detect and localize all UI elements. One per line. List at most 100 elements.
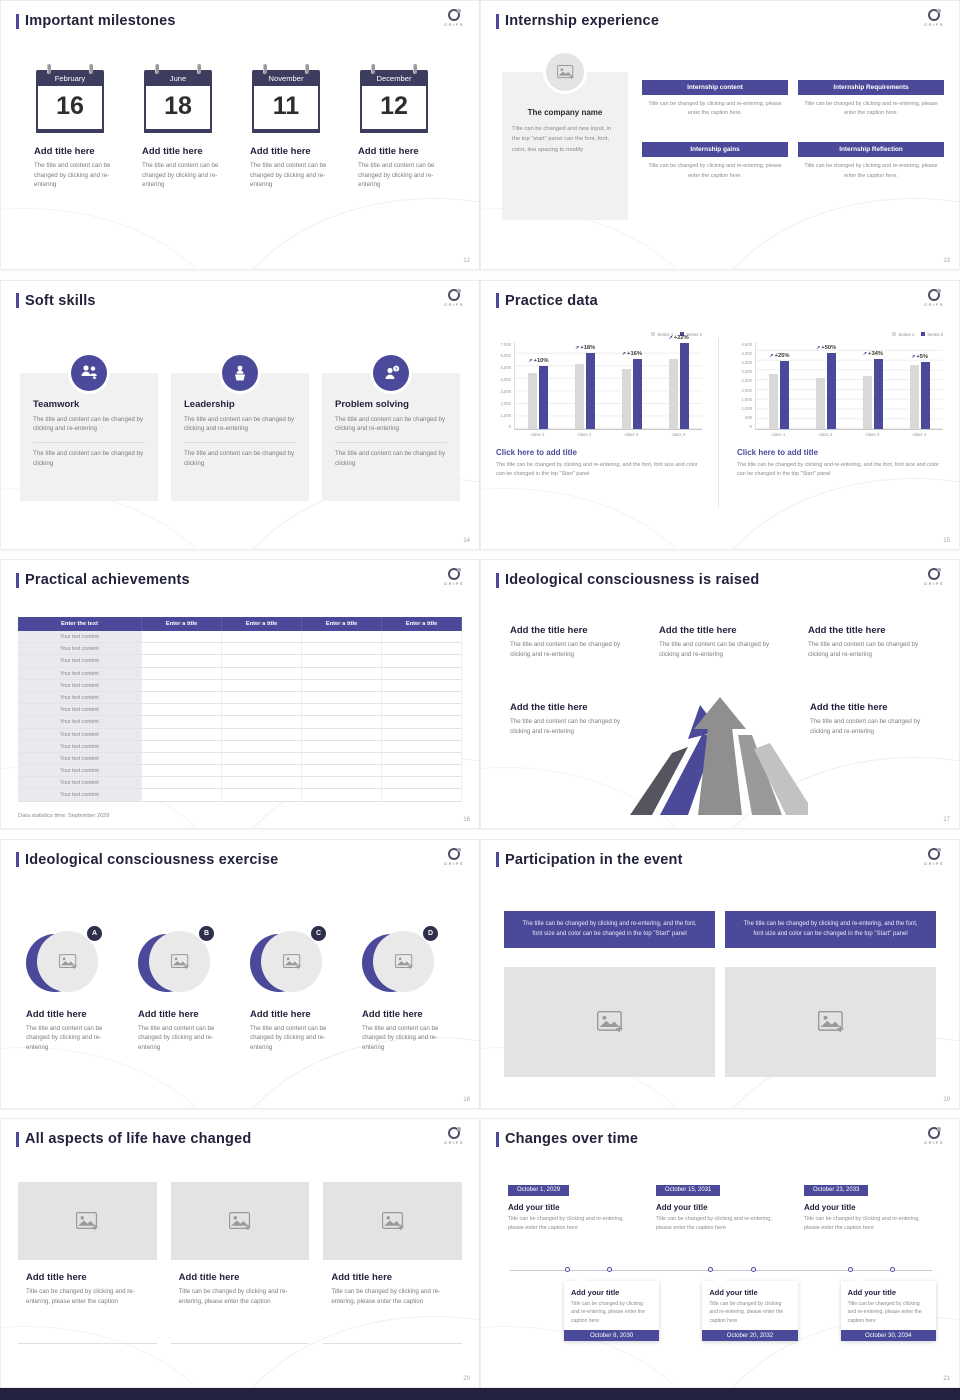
- note-box[interactable]: The title can be changed by clicking and…: [504, 910, 715, 948]
- note-box[interactable]: The title can be changed by clicking and…: [725, 910, 936, 948]
- internship-box[interactable]: Internship Reflection Title can be chang…: [798, 142, 944, 180]
- table-cell[interactable]: [302, 643, 382, 656]
- slide-life-changed[interactable]: All aspects of life have changed GRIPS A…: [0, 1118, 480, 1388]
- table-cell[interactable]: [142, 655, 222, 668]
- table-cell[interactable]: [302, 716, 382, 729]
- table-cell[interactable]: [302, 765, 382, 778]
- row-label-cell[interactable]: Your text content: [18, 655, 142, 668]
- table-header-cell[interactable]: Enter a title: [302, 617, 382, 631]
- table-cell[interactable]: [142, 704, 222, 717]
- table-cell[interactable]: [302, 667, 382, 680]
- table-cell[interactable]: [142, 679, 222, 692]
- table-cell[interactable]: [222, 765, 302, 778]
- milestone-card[interactable]: February 16 Add title here The title and…: [34, 64, 128, 190]
- table-row[interactable]: Your text content: [18, 752, 462, 766]
- table-cell[interactable]: [222, 631, 302, 644]
- life-card[interactable]: Add title here Title can be changed by c…: [18, 1182, 157, 1344]
- table-cell[interactable]: [142, 752, 222, 766]
- table-cell[interactable]: [142, 643, 222, 656]
- slide-soft-skills[interactable]: Soft skills GRIPS Teamwork The title and…: [0, 279, 480, 550]
- chart-title-link[interactable]: Click here to add title: [496, 448, 577, 457]
- table-cell[interactable]: [142, 789, 222, 802]
- table-cell[interactable]: [382, 752, 462, 766]
- company-card[interactable]: The company name Title can be changed an…: [502, 50, 628, 220]
- timeline-item[interactable]: Add your title Title can be changed by c…: [564, 1281, 660, 1342]
- table-row[interactable]: Your text content: [18, 728, 462, 741]
- table-cell[interactable]: [142, 691, 222, 705]
- row-label-cell[interactable]: Your text content: [18, 728, 142, 741]
- table-cell[interactable]: [382, 643, 462, 656]
- exercise-item[interactable]: B Add title here The title and content c…: [138, 925, 234, 1053]
- milestone-card[interactable]: November 11 Add title here The title and…: [250, 64, 344, 190]
- table-row[interactable]: Your text content: [18, 631, 462, 644]
- table-cell[interactable]: [142, 777, 222, 790]
- image-placeholder[interactable]: [504, 966, 715, 1077]
- life-card[interactable]: Add title here Title can be changed by c…: [323, 1182, 463, 1344]
- table-cell[interactable]: [302, 740, 382, 753]
- row-label-cell[interactable]: Your text content: [18, 643, 142, 656]
- table-header-cell[interactable]: Enter a title: [222, 617, 302, 631]
- table-cell[interactable]: [222, 752, 302, 766]
- text-block[interactable]: Add the title here The title and content…: [659, 625, 781, 659]
- exercise-item[interactable]: D Add title here The title and content c…: [362, 925, 458, 1053]
- table-cell[interactable]: [222, 789, 302, 802]
- table-cell[interactable]: [142, 667, 222, 680]
- table-cell[interactable]: [382, 716, 462, 729]
- row-label-cell[interactable]: Your text content: [18, 631, 142, 644]
- table-cell[interactable]: [222, 643, 302, 656]
- table-row[interactable]: Your text content: [18, 691, 462, 705]
- life-card[interactable]: Add title here Title can be changed by c…: [170, 1182, 310, 1344]
- text-block[interactable]: Add the title here The title and content…: [808, 625, 930, 659]
- row-label-cell[interactable]: Your text content: [18, 704, 142, 717]
- slide-practical-achievements[interactable]: Practical achievements GRIPS Enter the t…: [0, 559, 480, 829]
- slide-internship-experience[interactable]: Internship experience GRIPS The company …: [480, 0, 960, 270]
- exercise-item[interactable]: C Add title here The title and content c…: [250, 925, 346, 1053]
- table-cell[interactable]: [222, 740, 302, 753]
- internship-box[interactable]: Internship content Title can be changed …: [642, 80, 788, 118]
- table-header-cell[interactable]: Enter a title: [142, 617, 222, 631]
- slide-participation-event[interactable]: Participation in the event GRIPS The tit…: [480, 838, 960, 1109]
- table-cell[interactable]: [382, 789, 462, 802]
- table-cell[interactable]: [302, 777, 382, 790]
- table-cell[interactable]: [382, 777, 462, 790]
- slide-practice-data[interactable]: Practice data GRIPS Series 1 Series 2 7,0…: [480, 279, 960, 550]
- table-cell[interactable]: [222, 728, 302, 741]
- table-row[interactable]: Your text content: [18, 667, 462, 680]
- row-label-cell[interactable]: Your text content: [18, 752, 142, 766]
- table-row[interactable]: Your text content: [18, 643, 462, 656]
- table-cell[interactable]: [382, 740, 462, 753]
- text-block[interactable]: Add the title here The title and content…: [810, 702, 932, 736]
- table-row[interactable]: Your text content: [18, 655, 462, 668]
- table-cell[interactable]: [222, 716, 302, 729]
- table-cell[interactable]: [222, 679, 302, 692]
- table-cell[interactable]: [382, 728, 462, 741]
- slide-ideological-raised[interactable]: Ideological consciousness is raised GRIP…: [480, 559, 960, 829]
- chart-title-link[interactable]: Click here to add title: [737, 448, 818, 457]
- table-cell[interactable]: [142, 740, 222, 753]
- timeline-item[interactable]: Add your title Title can be changed by c…: [840, 1281, 936, 1342]
- milestone-card[interactable]: December 12 Add title here The title and…: [358, 64, 452, 190]
- timeline-item[interactable]: October 1, 2029 Add your title Title can…: [508, 1178, 636, 1233]
- image-placeholder[interactable]: [725, 966, 936, 1077]
- table-cell[interactable]: [382, 765, 462, 778]
- row-label-cell[interactable]: Your text content: [18, 740, 142, 753]
- table-cell[interactable]: [222, 777, 302, 790]
- row-label-cell[interactable]: Your text content: [18, 777, 142, 790]
- milestone-card[interactable]: June 18 Add title here The title and con…: [142, 64, 236, 190]
- timeline-item[interactable]: October 15, 2031 Add your title Title ca…: [656, 1178, 784, 1233]
- table-row[interactable]: Your text content: [18, 716, 462, 729]
- table-cell[interactable]: [382, 704, 462, 717]
- table-cell[interactable]: [142, 728, 222, 741]
- table-cell[interactable]: [302, 655, 382, 668]
- text-block[interactable]: Add the title here The title and content…: [510, 702, 632, 736]
- table-row[interactable]: Your text content: [18, 740, 462, 753]
- table-cell[interactable]: [142, 765, 222, 778]
- table-cell[interactable]: [302, 679, 382, 692]
- table-header-cell[interactable]: Enter a title: [382, 617, 462, 631]
- table-cell[interactable]: [222, 667, 302, 680]
- table-cell[interactable]: [382, 667, 462, 680]
- table-cell[interactable]: [302, 691, 382, 705]
- slide-important-milestones[interactable]: Important milestones GRIPS February 16 A…: [0, 0, 480, 270]
- skill-card-leadership[interactable]: Leadership The title and content can be …: [171, 354, 309, 501]
- row-label-cell[interactable]: Your text content: [18, 691, 142, 705]
